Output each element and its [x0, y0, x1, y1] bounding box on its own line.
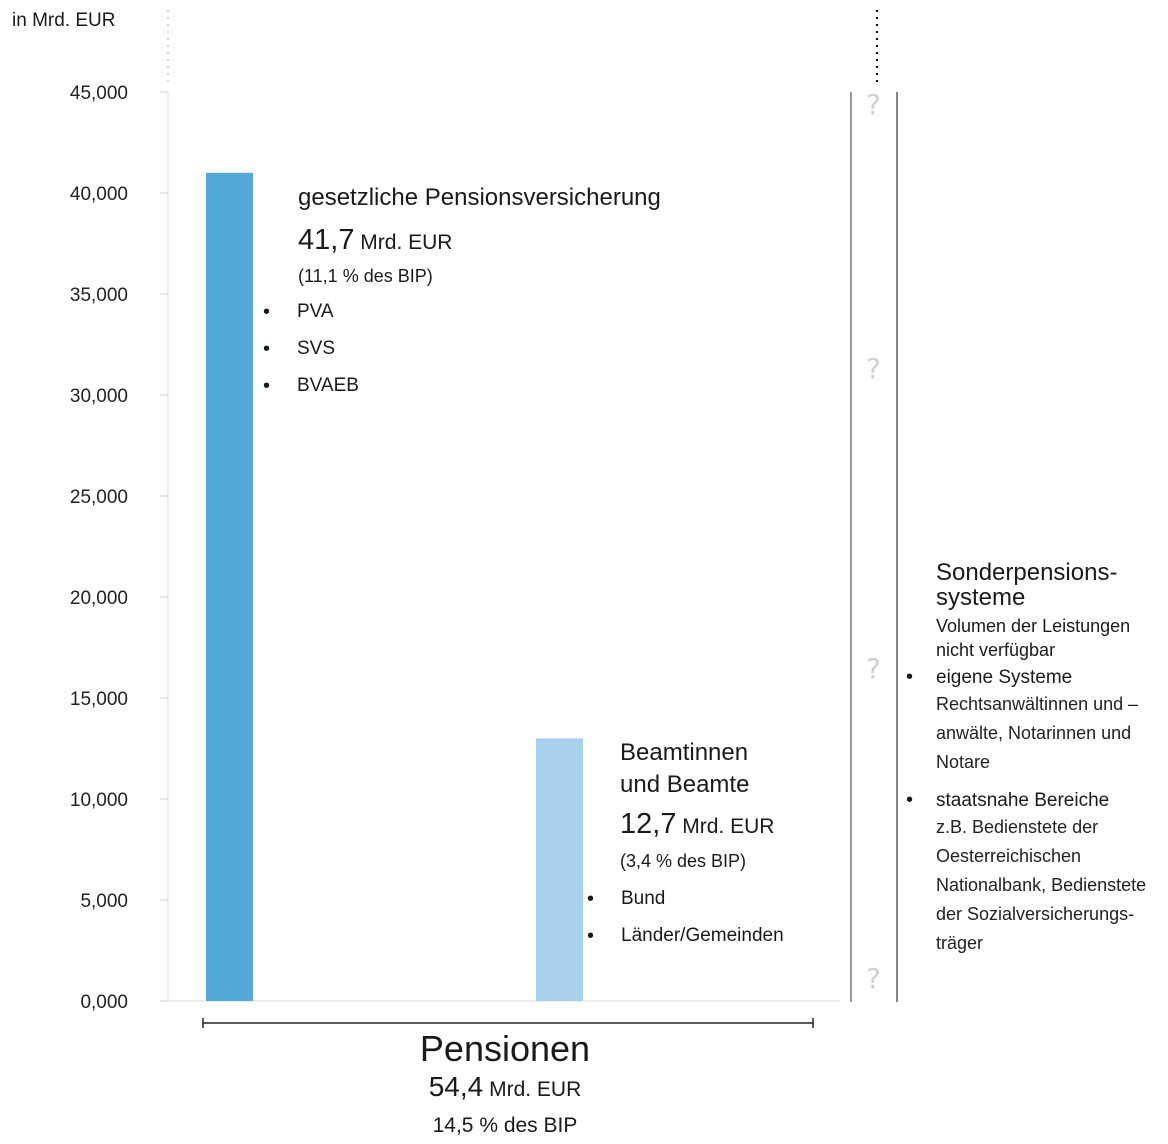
bar — [206, 172, 253, 1002]
pv-list: PVA SVS BVAEB — [263, 301, 359, 412]
sonder-block: Sonderpensions-systeme Volumen der Leist… — [906, 559, 1166, 970]
beamte-list-item: Länder/Gemeinden — [587, 925, 784, 962]
y-tick-label: 0,000 — [80, 992, 128, 1013]
unknown-value-marker: ? — [866, 88, 881, 121]
y-tick-label: 10,000 — [70, 790, 128, 811]
sonder-title: Sonderpensions-systeme — [936, 559, 1118, 611]
beamte-amount-unit: Mrd. EUR — [682, 815, 775, 838]
sonder-list-item: eigene Systeme Rechtsanwältinnen und –an… — [906, 666, 1166, 777]
y-tick-label: 45,000 — [70, 83, 128, 104]
sonder-item-label: staatsnahe Bereiche — [936, 790, 1110, 811]
pv-list-item: SVS — [263, 338, 359, 375]
footer-title: Pensionen — [419, 1028, 591, 1069]
footer-amount-number: 54,4 — [428, 1071, 484, 1102]
pv-list-item: BVAEB — [263, 375, 359, 412]
pv-amount-unit: Mrd. EUR — [360, 231, 453, 254]
y-tick-label: 15,000 — [70, 689, 128, 710]
y-tick-label: 30,000 — [70, 386, 128, 407]
sonder-list: eigene Systeme Rechtsanwältinnen und –an… — [906, 666, 1166, 958]
unknown-value-marker: ? — [866, 962, 881, 995]
pv-list-item: PVA — [263, 301, 359, 338]
y-tick-label: 5,000 — [80, 891, 128, 912]
pv-amount-number: 41,7 — [298, 224, 355, 256]
sonder-item-desc: Rechtsanwältinnen und –anwälte, Notarinn… — [936, 694, 1139, 772]
beamte-list-item: Bund — [587, 888, 784, 925]
y-tick-label: 25,000 — [70, 487, 128, 508]
beamte-list: Bund Länder/Gemeinden — [587, 888, 784, 962]
pv-title: gesetzliche Pensionsversicherung — [298, 184, 661, 211]
y-tick-label: 20,000 — [70, 588, 128, 609]
footer-amount: 54,4 Mrd. EUR — [200, 1071, 810, 1103]
footer-amount-unit: Mrd. EUR — [489, 1078, 582, 1101]
pv-amount: 41,7 Mrd. EUR — [298, 224, 452, 257]
bars — [206, 172, 583, 1002]
y-tick-label: 40,000 — [70, 184, 128, 205]
beamte-title-line1: Beamtinnen — [620, 739, 749, 766]
y-axis-unit-label: in Mrd. EUR — [12, 10, 116, 31]
bar — [536, 738, 583, 1001]
beamte-amount-number: 12,7 — [620, 808, 677, 840]
beamte-pct: (3,4 % des BIP) — [620, 851, 747, 871]
footer-pct: 14,5 % des BIP — [432, 1114, 578, 1137]
sonder-item-label: eigene Systeme — [936, 667, 1073, 688]
unknown-value-marker: ? — [866, 652, 881, 685]
sonder-item-desc: z.B. Bedienstete der Oesterreichischen N… — [936, 817, 1147, 953]
beamte-amount: 12,7 Mrd. EUR — [620, 808, 774, 841]
unknown-value-marker: ? — [866, 352, 881, 385]
beamte-title-line2: und Beamte — [620, 771, 750, 798]
pv-pct: (11,1 % des BIP) — [298, 266, 433, 286]
sonder-subtitle: Volumen der Leistungen nicht verfügbar — [936, 616, 1131, 660]
sonder-list-item: staatsnahe Bereiche z.B. Bedienstete der… — [906, 789, 1166, 958]
y-tick-label: 35,000 — [70, 285, 128, 306]
y-axis: 0,000 5,000 10,000 15,000 20,000 25,000 30,000… — [70, 10, 840, 1013]
